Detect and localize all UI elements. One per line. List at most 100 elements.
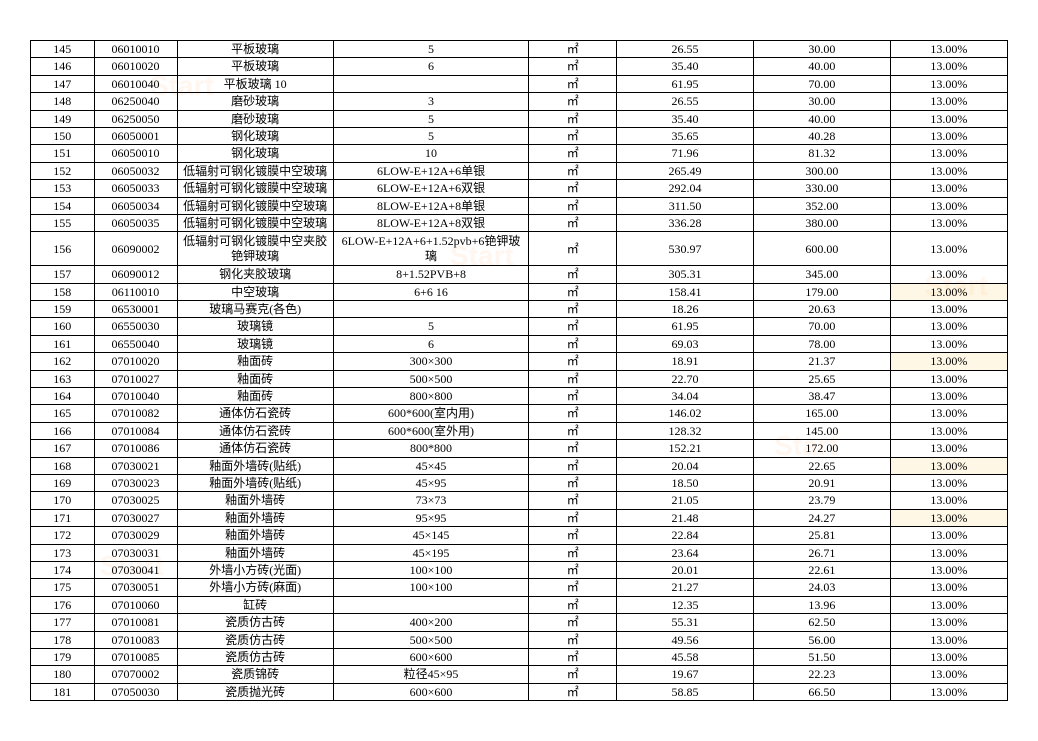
cell-code: 07050030 — [94, 683, 177, 700]
cell-unit: ㎡ — [529, 75, 617, 92]
cell-index: 151 — [31, 145, 95, 162]
cell-index: 165 — [31, 405, 95, 422]
cell-index: 173 — [31, 544, 95, 561]
cell-index: 150 — [31, 127, 95, 144]
cell-code: 06530001 — [94, 301, 177, 318]
cell-percent: 13.00% — [890, 631, 1007, 648]
cell-unit: ㎡ — [529, 474, 617, 491]
materials-price-table: 14506010010平板玻璃5㎡26.5530.0013.00%1460601… — [30, 40, 1008, 701]
cell-code: 07030041 — [94, 561, 177, 578]
cell-price2: 300.00 — [753, 162, 890, 179]
cell-index: 181 — [31, 683, 95, 700]
table-row: 15506050035低辐射可钢化镀膜中空玻璃8LOW-E+12A+8双银㎡33… — [31, 214, 1008, 231]
cell-code: 06050001 — [94, 127, 177, 144]
cell-index: 171 — [31, 509, 95, 526]
cell-index: 177 — [31, 614, 95, 631]
table-row: 16807030021釉面外墙砖(贴纸)45×45㎡20.0422.6513.0… — [31, 457, 1008, 474]
cell-spec: 10 — [333, 145, 528, 162]
cell-code: 07010040 — [94, 388, 177, 405]
cell-code: 07010060 — [94, 596, 177, 613]
cell-name: 釉面外墙砖 — [177, 509, 333, 526]
cell-name: 玻璃马赛克(各色) — [177, 301, 333, 318]
cell-percent: 13.00% — [890, 388, 1007, 405]
cell-percent: 13.00% — [890, 527, 1007, 544]
table-row: 15906530001玻璃马赛克(各色)㎡18.2620.6313.00% — [31, 301, 1008, 318]
cell-name: 钢化夹胶玻璃 — [177, 266, 333, 283]
cell-name: 钢化玻璃 — [177, 127, 333, 144]
cell-code: 06550030 — [94, 318, 177, 335]
cell-index: 159 — [31, 301, 95, 318]
cell-percent: 13.00% — [890, 561, 1007, 578]
cell-spec: 45×195 — [333, 544, 528, 561]
cell-index: 168 — [31, 457, 95, 474]
cell-name: 釉面外墙砖 — [177, 492, 333, 509]
cell-name: 釉面外墙砖(贴纸) — [177, 474, 333, 491]
cell-name: 外墙小方砖(光面) — [177, 561, 333, 578]
cell-percent: 13.00% — [890, 145, 1007, 162]
cell-unit: ㎡ — [529, 492, 617, 509]
cell-price2: 23.79 — [753, 492, 890, 509]
cell-code: 07030051 — [94, 579, 177, 596]
cell-price2: 30.00 — [753, 41, 890, 58]
cell-name: 低辐射可钢化镀膜中空玻璃 — [177, 162, 333, 179]
cell-price1: 265.49 — [617, 162, 754, 179]
table-row: 17807010083瓷质仿古砖500×500㎡49.5656.0013.00% — [31, 631, 1008, 648]
cell-spec: 400×200 — [333, 614, 528, 631]
cell-unit: ㎡ — [529, 335, 617, 352]
cell-name: 釉面砖 — [177, 388, 333, 405]
cell-code: 07070002 — [94, 666, 177, 683]
cell-percent: 13.00% — [890, 335, 1007, 352]
cell-index: 155 — [31, 214, 95, 231]
cell-spec: 6 — [333, 335, 528, 352]
cell-price1: 22.70 — [617, 370, 754, 387]
cell-index: 163 — [31, 370, 95, 387]
cell-name: 中空玻璃 — [177, 283, 333, 300]
cell-price1: 158.41 — [617, 283, 754, 300]
cell-code: 07010084 — [94, 422, 177, 439]
cell-percent: 13.00% — [890, 75, 1007, 92]
table-row: 17607010060缸砖㎡12.3513.9613.00% — [31, 596, 1008, 613]
cell-index: 167 — [31, 440, 95, 457]
table-row: 16207010020釉面砖300×300㎡18.9121.3713.00% — [31, 353, 1008, 370]
cell-percent: 13.00% — [890, 93, 1007, 110]
cell-name: 瓷质仿古砖 — [177, 648, 333, 665]
cell-price2: 70.00 — [753, 75, 890, 92]
cell-name: 缸砖 — [177, 596, 333, 613]
cell-price1: 128.32 — [617, 422, 754, 439]
cell-spec: 5 — [333, 41, 528, 58]
cell-price2: 380.00 — [753, 214, 890, 231]
cell-name: 瓷质抛光砖 — [177, 683, 333, 700]
cell-code: 06250040 — [94, 93, 177, 110]
cell-percent: 13.00% — [890, 509, 1007, 526]
cell-name: 钢化玻璃 — [177, 145, 333, 162]
cell-code: 07010027 — [94, 370, 177, 387]
cell-unit: ㎡ — [529, 544, 617, 561]
cell-name: 釉面外墙砖(贴纸) — [177, 457, 333, 474]
cell-unit: ㎡ — [529, 266, 617, 283]
cell-unit: ㎡ — [529, 214, 617, 231]
cell-name: 磨砂玻璃 — [177, 93, 333, 110]
cell-unit: ㎡ — [529, 197, 617, 214]
table-row: 15206050032低辐射可钢化镀膜中空玻璃6LOW-E+12A+6单银㎡26… — [31, 162, 1008, 179]
cell-price2: 352.00 — [753, 197, 890, 214]
cell-spec: 6LOW-E+12A+6+1.52pvb+6铯钾玻璃 — [333, 232, 528, 266]
cell-percent: 13.00% — [890, 214, 1007, 231]
cell-code: 07010020 — [94, 353, 177, 370]
cell-price1: 49.56 — [617, 631, 754, 648]
cell-spec: 粒径45×95 — [333, 666, 528, 683]
cell-index: 145 — [31, 41, 95, 58]
cell-index: 169 — [31, 474, 95, 491]
cell-price1: 12.35 — [617, 596, 754, 613]
table-row: 16407010040釉面砖800×800㎡34.0438.4713.00% — [31, 388, 1008, 405]
cell-price2: 62.50 — [753, 614, 890, 631]
cell-name: 平板玻璃 10 — [177, 75, 333, 92]
table-row: 17407030041外墙小方砖(光面)100×100㎡20.0122.6113… — [31, 561, 1008, 578]
cell-percent: 13.00% — [890, 318, 1007, 335]
cell-price1: 21.05 — [617, 492, 754, 509]
cell-name: 平板玻璃 — [177, 58, 333, 75]
cell-unit: ㎡ — [529, 440, 617, 457]
table-row: 16707010086通体仿石瓷砖800*800㎡152.21172.0013.… — [31, 440, 1008, 457]
cell-price1: 45.58 — [617, 648, 754, 665]
cell-spec: 3 — [333, 93, 528, 110]
cell-price2: 145.00 — [753, 422, 890, 439]
